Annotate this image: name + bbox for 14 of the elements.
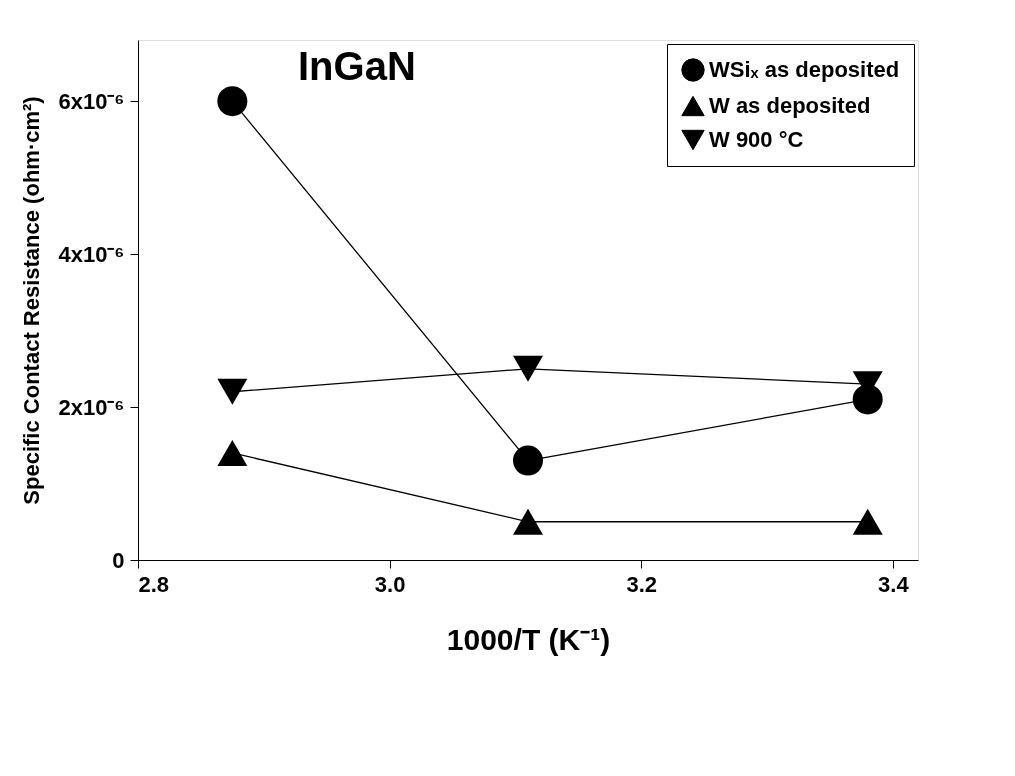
y-tick-label: 0 xyxy=(112,547,125,573)
legend-label: W 900 °C xyxy=(709,127,804,152)
legend-label: WSiₓ as deposited xyxy=(709,57,900,82)
y-axis-title: Specific Contact Resistance (ohm·cm²) xyxy=(19,96,45,505)
x-tick-label: 3.4 xyxy=(878,571,910,597)
x-tick-label: 3.2 xyxy=(626,571,658,597)
x-axis-title: 1000/T (K⁻¹) xyxy=(446,622,611,656)
x-tick-label: 2.8 xyxy=(138,571,170,597)
x-tick-label: 3.0 xyxy=(374,571,406,597)
legend-label: W as deposited xyxy=(709,93,871,118)
y-tick-label: 4x10⁻⁶ xyxy=(58,241,125,267)
annotation: InGaN xyxy=(298,44,416,88)
y-tick-label: 6x10⁻⁶ xyxy=(58,88,125,114)
y-tick-label: 2x10⁻⁶ xyxy=(58,394,125,420)
